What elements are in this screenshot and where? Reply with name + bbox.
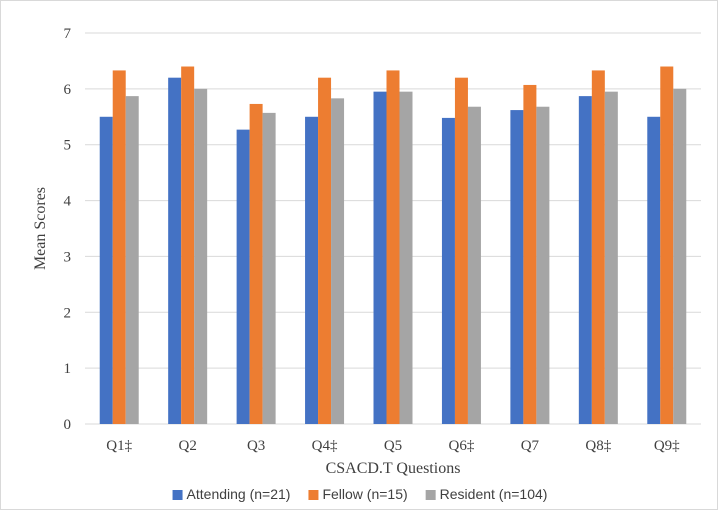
bar-attending-4: [305, 116, 319, 425]
bar-resident-7: [536, 106, 550, 424]
x-tick-label: Q4‡: [312, 438, 338, 454]
axes: 0 1 2 3 4 5 6 7 Q1‡ Q2 Q3 Q4‡ Q5 Q6‡ Q7 Q8‡ Q9‡: [64, 26, 681, 454]
bar-resident-1: [125, 96, 139, 425]
bar-attending-6: [441, 117, 455, 424]
y-axis-title: Mean Scores: [32, 187, 49, 270]
legend-swatch: [425, 490, 436, 500]
bar-attending-5: [373, 91, 387, 425]
bar-resident-8: [604, 91, 618, 425]
y-tick-label: 2: [64, 305, 72, 321]
x-tick-label: Q3: [247, 438, 265, 454]
bar-fellow-1: [112, 70, 126, 424]
x-tick-label: Q9‡: [654, 438, 680, 454]
bar-fellow-8: [591, 70, 605, 424]
legend-swatch: [172, 490, 183, 500]
bar-attending-9: [647, 116, 661, 425]
x-tick-label: Q2: [178, 438, 196, 454]
legend-label: Attending (n=21): [187, 486, 291, 502]
legend-swatch: [308, 490, 319, 500]
bar-fellow-3: [249, 103, 263, 424]
bar-resident-4: [331, 98, 345, 425]
y-tick-label: 6: [64, 82, 72, 98]
bar-resident-2: [194, 88, 208, 424]
bar-resident-3: [262, 112, 276, 424]
bar-fellow-4: [318, 77, 332, 424]
bar-attending-2: [168, 77, 182, 424]
y-tick-label: 0: [64, 417, 72, 433]
x-tick-label: Q7: [521, 438, 540, 454]
y-tick-label: 4: [64, 194, 72, 210]
y-tick-label: 7: [64, 26, 72, 42]
legend-label: Resident (n=104): [440, 486, 548, 502]
x-tick-label: Q8‡: [585, 438, 611, 454]
bar-attending-1: [99, 116, 113, 425]
bar-fellow-9: [660, 66, 674, 424]
x-axis-title: CSACD.T Questions: [326, 460, 461, 477]
y-tick-label: 5: [64, 138, 72, 154]
x-tick-label: Q5: [384, 438, 402, 454]
legend-label: Fellow (n=15): [322, 486, 407, 502]
bar-fellow-6: [454, 77, 468, 424]
bar-fellow-2: [181, 66, 195, 424]
bar-resident-6: [467, 106, 481, 424]
bar-attending-3: [236, 129, 250, 424]
bar-attending-8: [578, 96, 592, 425]
bar-resident-5: [399, 91, 413, 425]
bar-fellow-5: [386, 70, 400, 424]
legend: Attending (n=21) Fellow (n=15) Resident (n…: [172, 486, 548, 502]
bar-resident-9: [673, 88, 687, 424]
y-tick-label: 3: [64, 249, 72, 265]
x-tick-label: Q6‡: [449, 438, 475, 454]
y-tick-label: 1: [64, 361, 72, 377]
bar-fellow-7: [523, 84, 537, 424]
bar-attending-7: [510, 110, 524, 424]
x-tick-label: Q1‡: [106, 438, 132, 454]
bars: [99, 66, 687, 425]
